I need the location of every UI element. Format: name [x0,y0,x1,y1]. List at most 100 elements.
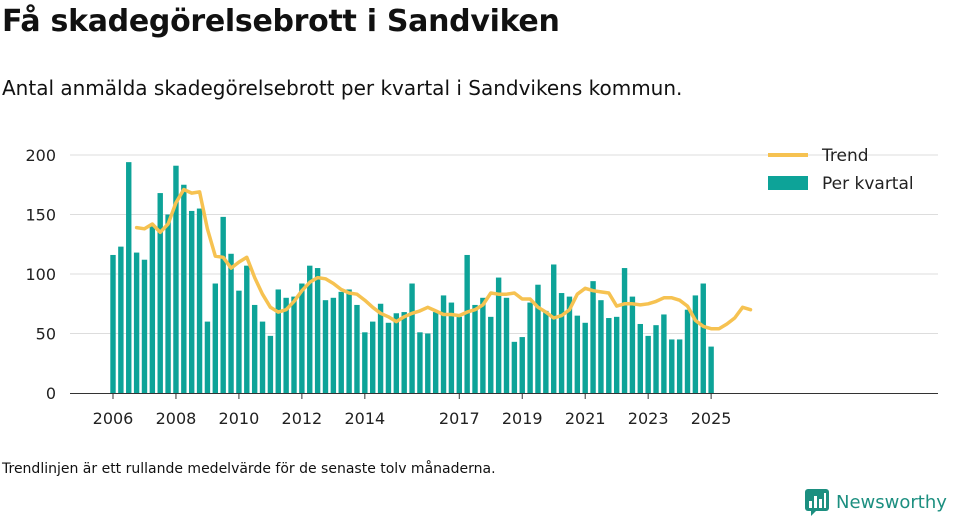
x-tick-label: 2010 [219,409,260,428]
bar [684,309,691,393]
bar [291,296,297,393]
bar [330,297,337,393]
bar [251,304,258,393]
bar [582,322,588,393]
bar [173,165,179,393]
x-tick-label: 2006 [93,409,134,428]
x-tick-label: 2014 [344,409,385,428]
y-tick-label: 50 [36,325,56,344]
chart-subtitle: Antal anmälda skadegörelsebrott per kvar… [2,76,683,100]
bar [621,268,628,393]
bar [196,208,203,393]
bar [259,321,266,393]
x-tick-label: 2008 [156,409,197,428]
bar [645,335,651,393]
bar [267,335,274,393]
chart-title: Få skadegörelsebrott i Sandviken [2,4,560,39]
bar [676,339,683,393]
footnote: Trendlinjen är ett rullande medelvärde f… [2,461,496,477]
bar [314,268,321,393]
bar [228,253,234,393]
bar [448,302,455,393]
bar [189,210,195,393]
bar [472,304,478,393]
x-tick-label: 2012 [282,409,323,428]
legend-bar-swatch [768,176,808,190]
x-tick-label: 2017 [439,409,480,428]
bar [464,254,470,393]
x-tick-label: 2025 [691,409,732,428]
bar [307,265,313,393]
bar [149,226,156,393]
bar [590,281,596,393]
y-tick-label: 100 [25,265,56,284]
bar [126,162,132,393]
bar [661,314,667,393]
bar [440,295,447,393]
bar [700,283,706,393]
y-tick-label: 200 [25,146,56,165]
bar [212,283,219,393]
bar [377,303,384,393]
bar [236,290,242,393]
bar [385,322,392,393]
bar [456,316,462,393]
bar [653,325,659,393]
x-tick-label: 2021 [565,409,606,428]
bar [275,289,281,393]
bar [606,318,612,393]
bar [566,296,573,393]
bar [322,300,329,393]
y-tick-label: 150 [25,206,56,225]
bar [535,284,541,393]
trend-line [134,187,753,331]
bar [110,254,116,393]
chart-plot: 0 50 100 150 200 2006 2008 2010 2012 2014 2017 2019… [25,146,938,428]
legend-bar-label: Per kvartal [822,174,914,194]
bar [637,323,643,393]
bar [118,246,124,393]
bar [480,297,486,393]
bar [362,332,368,393]
brand-logo[interactable]: Newsworthy [804,488,947,516]
bar [299,283,305,393]
bar [354,304,360,393]
bar [495,277,502,393]
bar [488,316,494,393]
bar [409,283,415,393]
bar [708,346,714,393]
bar [338,291,344,393]
y-tick-label: 0 [46,384,56,403]
bar [220,216,226,393]
bar [157,193,163,393]
bar [543,310,549,393]
bar [283,297,289,393]
bar [613,316,620,393]
bar [204,321,211,393]
bar-chart-logo-icon [805,489,829,516]
bar [417,332,423,393]
bar [244,265,250,393]
bar [401,312,407,393]
bar [425,333,431,393]
bar [598,300,604,393]
bar [551,264,557,393]
bar [432,312,439,393]
bar [133,252,140,393]
x-tick-label: 2023 [628,409,669,428]
bar [519,337,525,393]
bar [692,295,699,393]
bar [141,259,148,393]
bar [669,339,675,393]
bar [370,321,376,393]
bar [511,341,518,393]
bar [558,293,565,393]
legend-trend-label: Trend [821,146,869,166]
bar [527,302,533,393]
bar [165,214,171,393]
bar [503,297,510,393]
x-tick-label: 2019 [502,409,543,428]
bar [346,289,352,393]
bar [181,184,187,393]
brand-name: Newsworthy [836,491,947,513]
